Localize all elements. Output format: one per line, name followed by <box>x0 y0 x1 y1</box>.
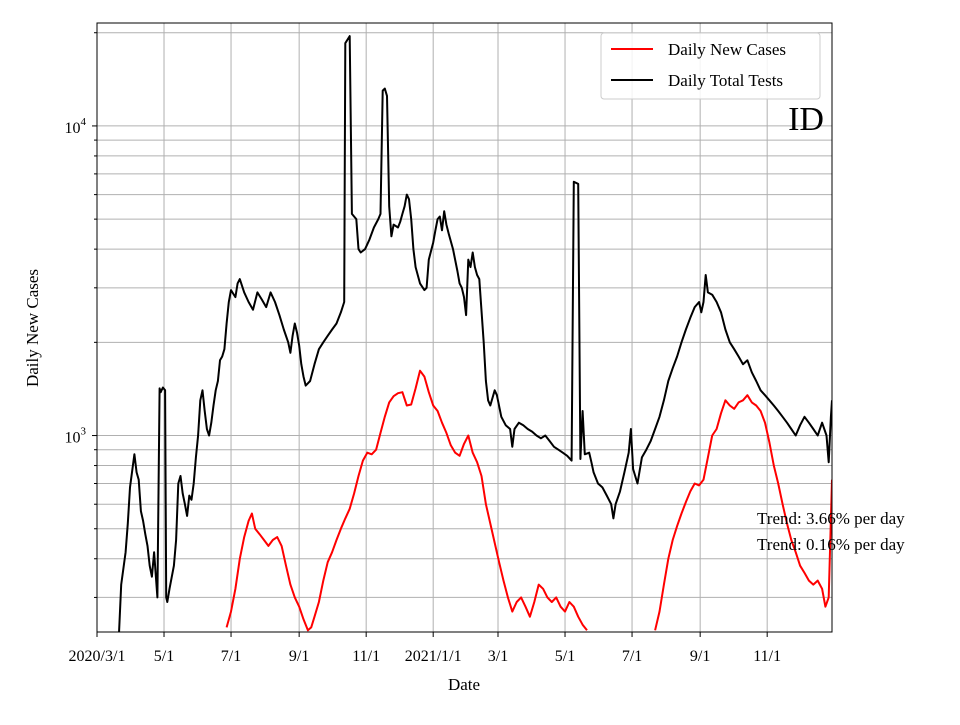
plot-frame <box>96 22 833 633</box>
x-tick-label: 5/1 <box>555 648 575 665</box>
axis-ticks: 2020/3/1 5/1 7/1 9/1 11/1 2021/1/1 3/1 5/1 7/1 9/… <box>65 32 781 665</box>
x-tick-label: 2021/1/1 <box>405 648 462 665</box>
series-line-daily-new-cases-segment-2 <box>654 394 832 631</box>
legend: Daily New Cases Daily Total Tests <box>600 32 821 100</box>
series-line-daily-new-cases <box>225 369 588 632</box>
x-tick-label: 9/1 <box>690 648 710 665</box>
grid <box>96 23 832 632</box>
x-tick-label: 9/1 <box>289 648 309 665</box>
x-tick-label: 11/1 <box>753 648 781 665</box>
x-tick-label: 3/1 <box>488 648 508 665</box>
series-line-daily-total-tests <box>118 35 832 632</box>
x-tick-label: 11/1 <box>352 648 380 665</box>
x-tick-label: 5/1 <box>154 648 174 665</box>
y-tick-label: 104 <box>65 116 87 137</box>
x-tick-label: 7/1 <box>221 648 241 665</box>
series-lines <box>118 35 832 632</box>
legend-label-daily-total-tests: Daily Total Tests <box>668 71 783 90</box>
region-label: ID <box>788 101 824 138</box>
trend-annotation-1: Trend: 3.66% per day <box>757 509 905 528</box>
y-tick-label: 103 <box>65 426 87 447</box>
x-tick-label: 2020/3/1 <box>69 648 126 665</box>
x-axis-title: Date <box>448 675 480 694</box>
trend-annotation-2: Trend: 0.16% per day <box>757 535 905 554</box>
legend-label-daily-new-cases: Daily New Cases <box>668 40 786 59</box>
y-axis-title: Daily New Cases <box>23 269 42 387</box>
legend-box <box>600 32 821 100</box>
x-tick-label: 7/1 <box>622 648 642 665</box>
